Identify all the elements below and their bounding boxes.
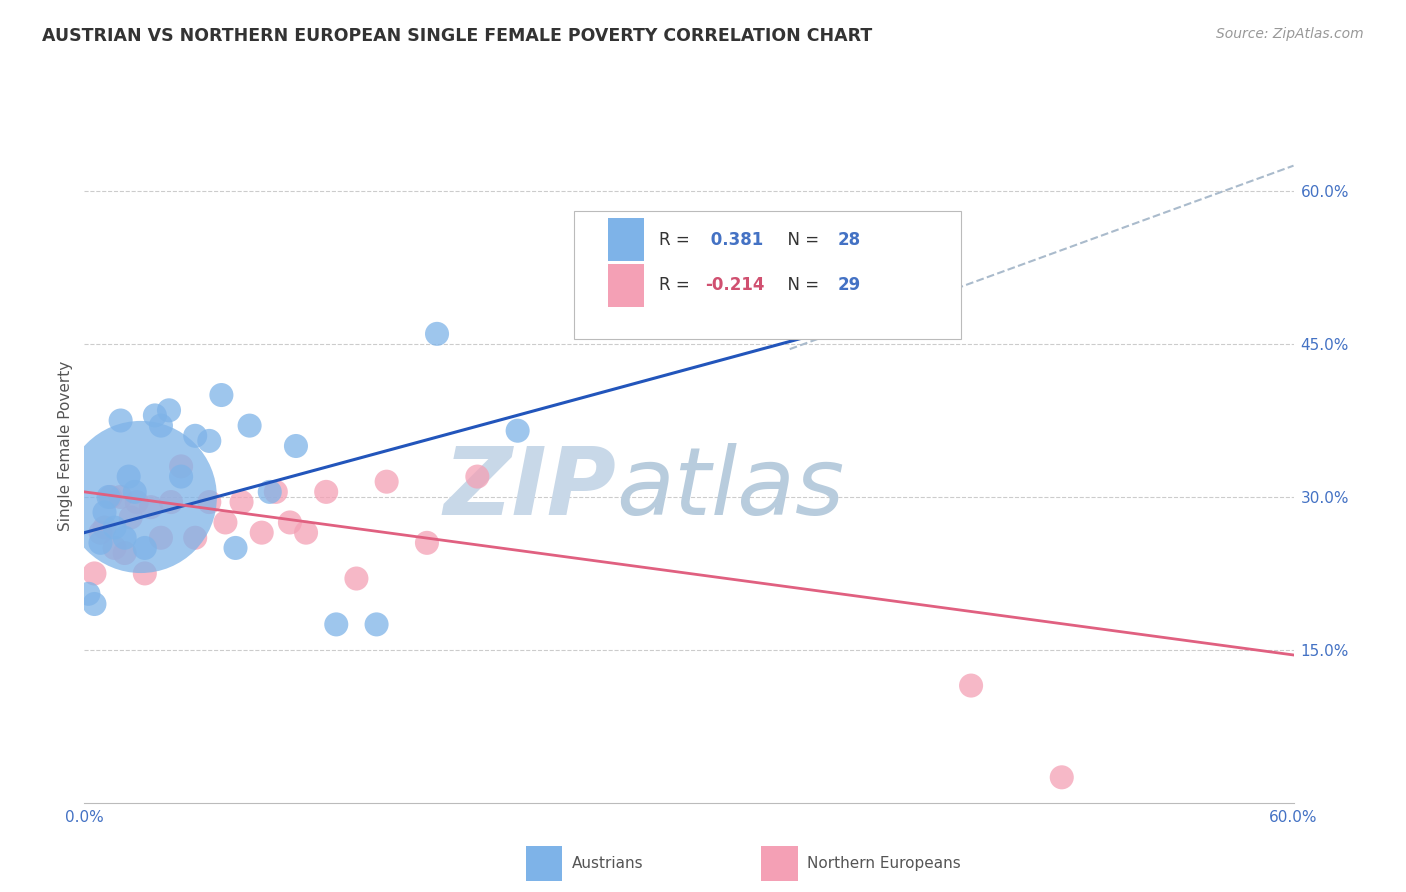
Point	[960, 679, 983, 693]
Text: 28: 28	[838, 231, 860, 249]
Point	[250, 525, 273, 540]
Point	[89, 525, 111, 540]
Point	[93, 505, 115, 519]
Point	[110, 413, 132, 427]
Y-axis label: Single Female Poverty: Single Female Poverty	[58, 361, 73, 531]
Point	[170, 459, 193, 474]
Point	[346, 572, 368, 586]
Point	[93, 520, 115, 534]
Text: AUSTRIAN VS NORTHERN EUROPEAN SINGLE FEMALE POVERTY CORRELATION CHART: AUSTRIAN VS NORTHERN EUROPEAN SINGLE FEM…	[42, 27, 873, 45]
Point	[416, 536, 439, 550]
Point	[231, 495, 253, 509]
Point	[264, 484, 287, 499]
Point	[467, 469, 489, 483]
Point	[134, 566, 156, 581]
Point	[149, 418, 172, 433]
Point	[120, 510, 142, 524]
Point	[506, 424, 529, 438]
Text: ZIP: ZIP	[443, 442, 616, 535]
Point	[259, 484, 281, 499]
Point	[114, 546, 136, 560]
Point	[124, 484, 146, 499]
Bar	[762, 846, 797, 881]
Text: 0.381: 0.381	[704, 231, 763, 249]
Bar	[607, 219, 644, 261]
Point	[139, 500, 162, 515]
Point	[295, 525, 318, 540]
Text: -0.214: -0.214	[704, 277, 763, 294]
Point	[170, 469, 193, 483]
Point	[83, 566, 105, 581]
Point	[315, 484, 337, 499]
Text: Northern Europeans: Northern Europeans	[807, 856, 962, 871]
Text: atlas: atlas	[616, 443, 845, 534]
Point	[375, 475, 398, 489]
Point	[97, 490, 120, 504]
Point	[184, 531, 207, 545]
Point	[118, 469, 141, 483]
Bar	[607, 264, 644, 307]
Point	[129, 490, 152, 504]
Point	[157, 403, 180, 417]
Point	[160, 495, 183, 509]
Text: R =: R =	[659, 277, 695, 294]
Point	[184, 429, 207, 443]
Point	[198, 434, 221, 448]
Point	[149, 531, 172, 545]
Point	[110, 490, 132, 504]
FancyBboxPatch shape	[574, 211, 962, 339]
Point	[426, 326, 449, 341]
Point	[239, 418, 262, 433]
Text: N =: N =	[778, 231, 824, 249]
Point	[1050, 770, 1073, 784]
Point	[125, 495, 148, 509]
Point	[134, 541, 156, 555]
Point	[214, 516, 236, 530]
Bar	[526, 846, 562, 881]
Text: R =: R =	[659, 231, 695, 249]
Point	[198, 495, 221, 509]
Point	[143, 409, 166, 423]
Point	[104, 541, 127, 555]
Point	[89, 536, 111, 550]
Point	[325, 617, 347, 632]
Point	[285, 439, 308, 453]
Point	[366, 617, 388, 632]
Point	[278, 516, 301, 530]
Point	[607, 245, 630, 260]
Point	[114, 531, 136, 545]
Point	[83, 597, 105, 611]
Point	[225, 541, 247, 555]
Point	[209, 388, 232, 402]
Text: Source: ZipAtlas.com: Source: ZipAtlas.com	[1216, 27, 1364, 41]
Point	[104, 520, 127, 534]
Text: Austrians: Austrians	[572, 856, 644, 871]
Point	[100, 490, 122, 504]
Text: N =: N =	[778, 277, 824, 294]
Text: 29: 29	[838, 277, 860, 294]
Point	[77, 587, 100, 601]
